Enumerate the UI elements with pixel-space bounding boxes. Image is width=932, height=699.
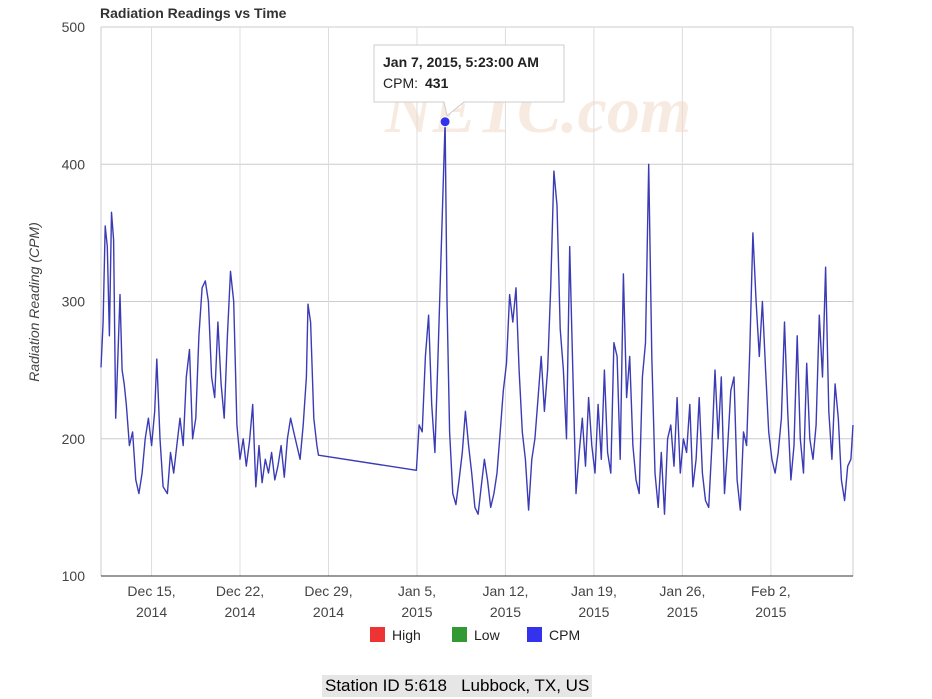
tooltip-title: Jan 7, 2015, 5:23:00 AM — [383, 54, 539, 70]
x-tick-label: Dec 15, — [127, 583, 175, 599]
y-tick-label: 300 — [62, 294, 86, 310]
y-tick-label: 500 — [62, 19, 86, 35]
y-axis-label: Radiation Reading (CPM) — [26, 222, 42, 382]
legend-swatch-high — [370, 627, 385, 642]
tooltip-label: CPM: — [383, 75, 418, 91]
series-line-cpm — [100, 121, 854, 515]
radiation-chart: Radiation Readings vs Time NETC.com 1002… — [26, 5, 854, 643]
x-tick-year-label: 2014 — [224, 604, 255, 620]
legend-label-low: Low — [474, 627, 501, 643]
x-tick-label: Dec 22, — [216, 583, 264, 599]
x-tick-year-label: 2015 — [667, 604, 698, 620]
x-tick-label: Jan 26, — [659, 583, 705, 599]
x-axis-ticks: Dec 15, 2014 Dec 22, 2014 Dec 29, 2014 Jan 5, 2… — [127, 583, 790, 620]
x-tick-year-label: 2015 — [578, 604, 609, 620]
y-axis-ticks: 100 200 300 400 500 — [62, 19, 86, 584]
series-layer — [100, 121, 854, 515]
station-id-label: Station ID 5:618 Lubbock, TX, US — [322, 675, 593, 697]
x-tick-year-label: 2015 — [401, 604, 432, 620]
legend-label-cpm: CPM — [549, 627, 580, 643]
y-tick-label: 100 — [62, 568, 86, 584]
tooltip-box — [373, 44, 565, 117]
x-tick-label: Feb 2, — [751, 583, 791, 599]
legend-swatch-cpm — [527, 627, 542, 642]
x-tick-year-label: 2015 — [755, 604, 786, 620]
tooltip: Jan 7, 2015, 5:23:00 AM CPM: 431 — [373, 44, 565, 128]
x-tick-label: Dec 29, — [304, 583, 352, 599]
legend-swatch-low — [452, 627, 467, 642]
x-tick-year-label: 2014 — [136, 604, 167, 620]
x-tick-label: Jan 19, — [571, 583, 617, 599]
x-tick-year-label: 2015 — [490, 604, 521, 620]
grid-lines — [100, 26, 854, 577]
x-tick-label: Jan 12, — [482, 583, 528, 599]
chart-title: Radiation Readings vs Time — [100, 5, 287, 21]
legend: High Low CPM — [370, 627, 580, 643]
highlight-point — [439, 116, 451, 128]
legend-label-high: High — [392, 627, 421, 643]
y-tick-label: 400 — [62, 156, 86, 172]
x-tick-year-label: 2014 — [313, 604, 344, 620]
y-tick-label: 200 — [62, 431, 86, 447]
tooltip-value: 431 — [425, 75, 449, 91]
x-tick-label: Jan 5, — [398, 583, 436, 599]
